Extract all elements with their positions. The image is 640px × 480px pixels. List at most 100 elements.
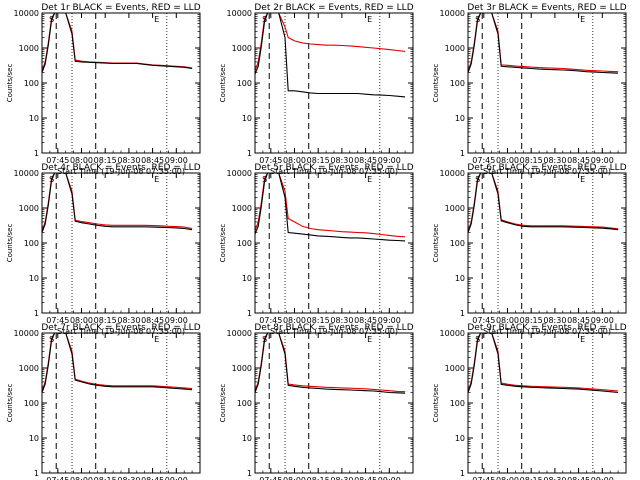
y-tick-label: 10 <box>455 434 465 443</box>
y-tick-label: 1000 <box>232 204 252 213</box>
y-tick-label: 100 <box>450 239 465 248</box>
y-tick-label: 1000 <box>232 364 252 373</box>
x-tick-label: 08:45 <box>141 156 164 165</box>
marker-e: E <box>580 15 585 24</box>
series-events <box>41 332 193 393</box>
x-tick-label: 08:45 <box>567 316 590 325</box>
marker-s: S <box>475 15 480 24</box>
series-events <box>467 332 619 394</box>
y-tick-label: 10000 <box>440 329 465 338</box>
y-tick-label: 10000 <box>14 169 39 178</box>
x-axis-label: Start Time (19-Jun-08 07:35:00) <box>57 167 185 176</box>
y-tick-label: 100 <box>237 239 252 248</box>
x-tick-label: 08:30 <box>330 156 353 165</box>
y-tick-label: 1000 <box>445 364 465 373</box>
x-tick-label: 08:15 <box>307 156 330 165</box>
marker-e: E <box>154 15 159 24</box>
marker-e: E <box>367 335 372 344</box>
series-events <box>254 332 406 394</box>
y-axis-label: Counts/sec <box>6 64 14 103</box>
x-tick-label: 08:30 <box>117 316 140 325</box>
series-lld <box>254 332 406 393</box>
x-tick-label: 08:30 <box>330 316 353 325</box>
y-axis-label: Counts/sec <box>432 384 440 423</box>
marker-s: S <box>475 175 480 184</box>
x-axis-label: Start Time (19-Jun-08 07:35:00) <box>57 327 185 336</box>
marker-s: S <box>49 335 54 344</box>
marker-s: S <box>49 15 54 24</box>
y-tick-label: 100 <box>24 239 39 248</box>
y-tick-label: 10 <box>29 434 39 443</box>
panel-1: Det 1r BLACK = Events, RED = LLD Counts/s… <box>6 3 201 176</box>
y-axis-label: Counts/sec <box>6 384 14 423</box>
y-tick-label: 1 <box>247 469 252 478</box>
series-lld <box>41 12 193 72</box>
y-tick-label: 100 <box>237 79 252 88</box>
y-tick-label: 10 <box>242 114 252 123</box>
x-tick-label: 08:00 <box>70 316 93 325</box>
y-tick-label: 1 <box>34 149 39 158</box>
x-tick-label: 08:15 <box>94 316 117 325</box>
plot-frame <box>254 12 414 154</box>
x-axis-label: Start Time (19-Jun-08 07:35:00) <box>270 327 398 336</box>
x-tick-label: 08:30 <box>543 316 566 325</box>
series-lld <box>254 172 406 238</box>
x-tick-label: 08:15 <box>94 476 117 480</box>
marker-e: E <box>580 175 585 184</box>
plot-frame <box>41 332 201 474</box>
marker-s: S <box>262 15 267 24</box>
x-tick-label: 09:00 <box>378 156 401 165</box>
panel-title: Det 9r BLACK = Events, RED = LLD <box>467 323 626 333</box>
x-tick-label: 07:45 <box>472 156 495 165</box>
series-lld <box>467 172 619 232</box>
panel-7: Det 7r BLACK = Events, RED = LLD Counts/s… <box>6 323 201 480</box>
x-tick-label: 07:45 <box>472 476 495 480</box>
marker-e: E <box>154 175 159 184</box>
panel-3: Det 3r BLACK = Events, RED = LLD Counts/s… <box>432 3 627 176</box>
y-tick-label: 1 <box>460 309 465 318</box>
series-lld <box>41 172 193 232</box>
x-tick-label: 08:15 <box>520 476 543 480</box>
y-axis-label: Counts/sec <box>6 224 14 263</box>
x-tick-label: 08:15 <box>94 156 117 165</box>
panel-5: Det 5r BLACK = Events, RED = LLD Counts/s… <box>219 163 414 336</box>
x-tick-label: 08:00 <box>283 476 306 480</box>
plot-frame <box>254 172 414 314</box>
y-tick-label: 1000 <box>19 204 39 213</box>
y-axis-label: Counts/sec <box>219 224 227 263</box>
x-tick-label: 08:15 <box>307 476 330 480</box>
y-tick-label: 100 <box>450 399 465 408</box>
y-tick-label: 10000 <box>14 329 39 338</box>
panel-8: Det 8r BLACK = Events, RED = LLD Counts/s… <box>219 323 414 480</box>
y-tick-label: 100 <box>237 399 252 408</box>
y-tick-label: 1 <box>247 309 252 318</box>
y-tick-label: 1000 <box>445 44 465 53</box>
y-tick-label: 10000 <box>440 9 465 18</box>
x-tick-label: 08:15 <box>520 316 543 325</box>
y-tick-label: 10000 <box>227 169 252 178</box>
y-tick-label: 1 <box>460 469 465 478</box>
y-tick-label: 10 <box>242 274 252 283</box>
x-tick-label: 08:45 <box>141 316 164 325</box>
x-tick-label: 07:45 <box>46 156 69 165</box>
x-tick-label: 08:30 <box>117 476 140 480</box>
y-axis-label: Counts/sec <box>432 224 440 263</box>
x-axis-label: Start Time (19-Jun-08 07:35:00) <box>483 167 611 176</box>
x-tick-label: 07:45 <box>46 316 69 325</box>
marker-s: S <box>475 335 480 344</box>
series-events <box>41 12 193 73</box>
x-tick-label: 08:00 <box>496 156 519 165</box>
y-tick-label: 100 <box>450 79 465 88</box>
y-tick-label: 1 <box>460 149 465 158</box>
x-tick-label: 07:45 <box>259 316 282 325</box>
panel-2: Det 2r BLACK = Events, RED = LLD Counts/s… <box>219 3 414 176</box>
panel-title: Det 5r BLACK = Events, RED = LLD <box>254 163 413 173</box>
plot-frame <box>41 172 201 314</box>
x-tick-label: 08:00 <box>496 476 519 480</box>
series-lld <box>41 332 193 392</box>
y-tick-label: 10 <box>29 274 39 283</box>
x-tick-label: 08:30 <box>117 156 140 165</box>
plot-frame <box>467 12 627 154</box>
y-axis-label: Counts/sec <box>219 64 227 103</box>
